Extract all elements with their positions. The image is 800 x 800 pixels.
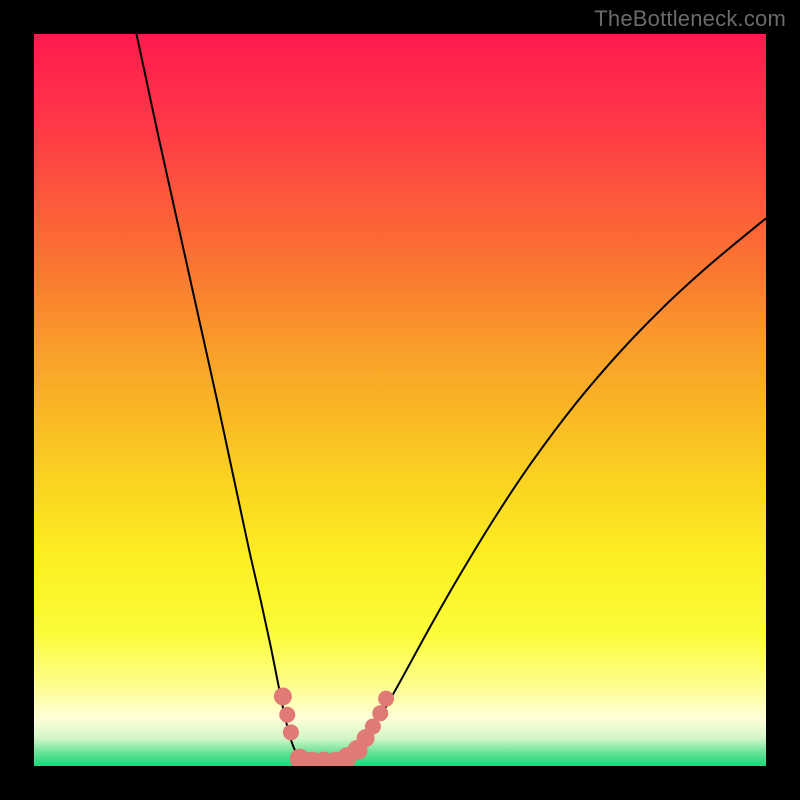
watermark-text: TheBottleneck.com bbox=[594, 6, 786, 32]
data-marker bbox=[372, 705, 388, 721]
data-marker bbox=[274, 687, 292, 705]
bottleneck-chart bbox=[34, 34, 766, 766]
chart-background bbox=[34, 34, 766, 766]
data-marker bbox=[279, 707, 295, 723]
plot-area bbox=[34, 34, 766, 766]
data-marker bbox=[378, 691, 394, 707]
data-marker bbox=[283, 724, 299, 740]
